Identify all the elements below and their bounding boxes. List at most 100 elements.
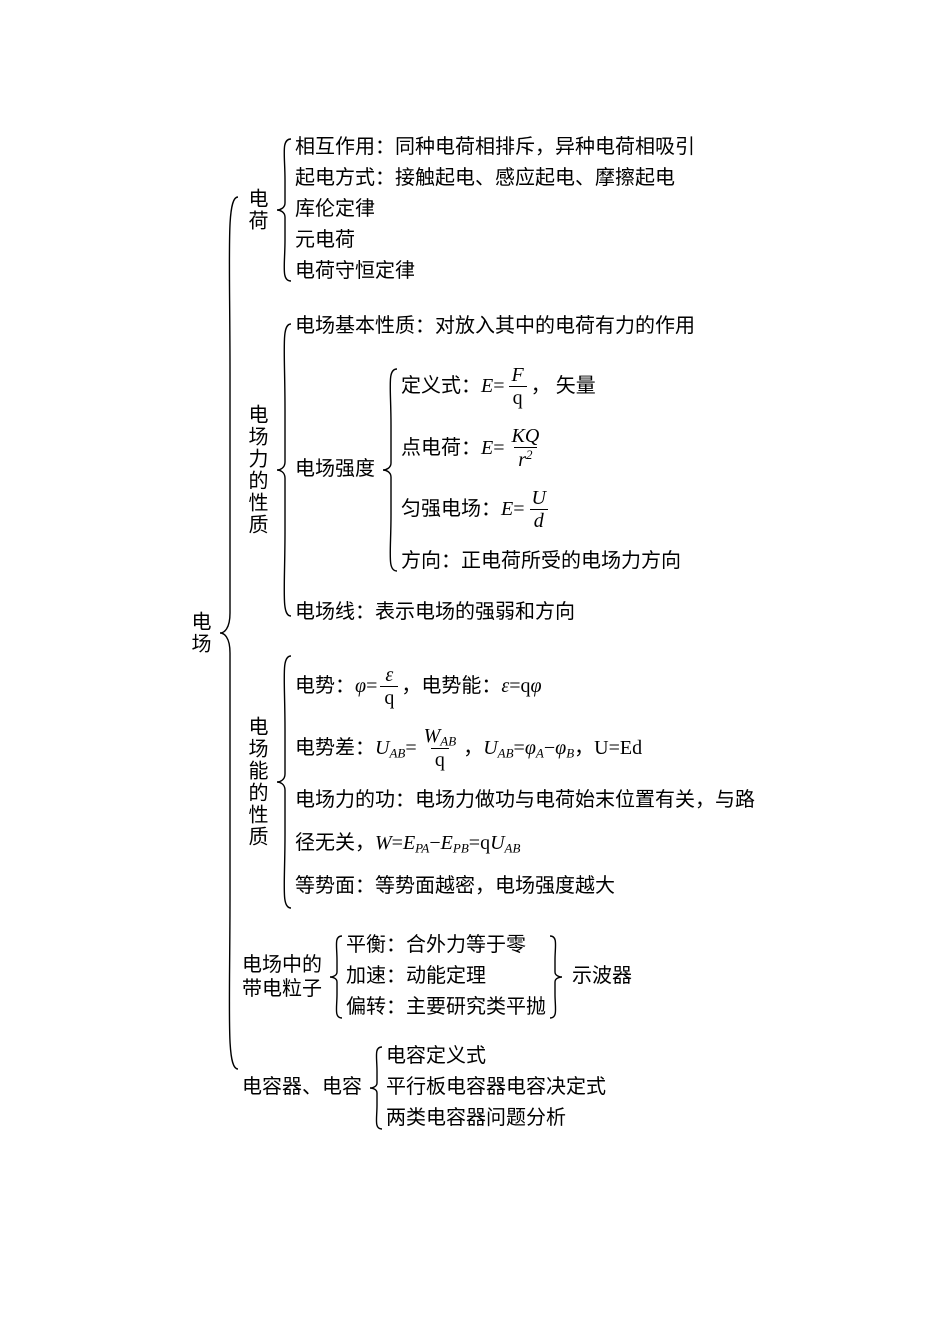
pd2-minus: − <box>544 735 555 762</box>
intensity-def-suffix: ， 矢量 <box>531 373 596 400</box>
pd2-phiA-sub: A <box>536 745 544 760</box>
charged-particle-rwrap: 平衡：合外力等于零 加速：动能定理 偏转：主要研究类平抛 示波器 <box>346 930 632 1023</box>
capacitor-children: 电容定义式 平行板电容器电容决定式 两类电容器问题分析 <box>386 1041 606 1134</box>
intensity-uniform-frac: U d <box>528 487 550 532</box>
charge-node: 电荷 相互作用：同种电荷相排斥，异种电荷相吸引 起电方式：接触起电、感应起电、摩… <box>242 132 755 287</box>
equipotential: 等势面：等势面越密，电场强度越大 <box>295 873 755 900</box>
cp-deflect: 偏转：主要研究类平抛 <box>346 994 546 1021</box>
potential-phi-eq: = <box>366 673 377 700</box>
pd-lhs-sub: AB <box>389 745 405 760</box>
intensity-def-num: F <box>508 364 528 386</box>
charged-particle-brace-icon <box>326 932 346 1022</box>
cp-accelerate: 加速：动能定理 <box>346 963 546 990</box>
field-lines: 电场线：表示电场的强弱和方向 <box>295 599 695 626</box>
capacitor-node: 电容器、电容 电容定义式 平行板电容器电容决定式 两类电容器问题分析 <box>242 1041 755 1134</box>
pd2-phiB-sym: φ <box>555 737 566 759</box>
intensity-point-den-exp: 2 <box>526 447 533 462</box>
intensity-uniform-den: d <box>530 509 548 532</box>
work-eq2: = <box>469 830 480 857</box>
work-EPB: EPB <box>441 830 469 857</box>
pd-num: WAB <box>420 725 461 749</box>
intensity-def-eq: = <box>493 373 504 400</box>
energy-nature-label: 电场能的性质 <box>242 716 269 848</box>
work-q: q <box>480 830 490 857</box>
work-EPB-E: E <box>441 832 453 854</box>
charge-label: 电荷 <box>242 188 269 232</box>
intensity-point-eq: = <box>493 435 504 462</box>
force-nature-children: 电场基本性质：对放入其中的电荷有力的作用 电场强度 定义式： E = <box>295 305 695 634</box>
intensity-uniform-prefix: 匀强电场： <box>401 496 501 523</box>
work-EPB-sub: PB <box>453 841 469 856</box>
charge-charging: 起电方式：接触起电、感应起电、摩擦起电 <box>295 165 695 192</box>
root-label: 电场 <box>185 611 212 655</box>
intensity-def-den: q <box>509 386 527 409</box>
pd-sep: ， <box>463 735 483 762</box>
intensity-uniform: 匀强电场： E = U d <box>401 487 681 532</box>
charged-particle-rbrace-icon <box>546 932 566 1022</box>
work-EPA-sub: PA <box>415 841 429 856</box>
intensity-definition: 定义式： E = F q ， 矢量 <box>401 364 681 409</box>
intensity-children: 定义式： E = F q ， 矢量 点电荷： <box>401 356 681 583</box>
pd2-lhs: UAB <box>483 735 513 762</box>
potential-phi: φ <box>355 673 366 700</box>
energy-nature-children: 电势： φ = ε q ，电势能： ε = qφ 电势差： <box>295 656 755 909</box>
pd-prefix: 电势差： <box>295 735 375 762</box>
capacitor-label: 电容器、电容 <box>242 1074 362 1101</box>
pd2-phiB-sub: B <box>566 745 574 760</box>
work-minus: − <box>429 830 440 857</box>
intensity-label: 电场强度 <box>295 456 375 483</box>
work-EPA-E: E <box>403 832 415 854</box>
pd-eq: = <box>405 735 416 762</box>
cap-def: 电容定义式 <box>386 1043 606 1070</box>
capacitor-brace-icon <box>366 1043 386 1133</box>
cap-parallel: 平行板电容器电容决定式 <box>386 1074 606 1101</box>
potential-prefix: 电势： <box>295 673 355 700</box>
intensity-uniform-eq: = <box>513 496 524 523</box>
intensity-def-frac: F q <box>508 364 528 409</box>
pd-lhs-u: U <box>375 737 389 759</box>
charge-children: 相互作用：同种电荷相排斥，异种电荷相吸引 起电方式：接触起电、感应起电、摩擦起电… <box>295 132 695 287</box>
pd-tail: ，U=Ed <box>574 735 642 762</box>
potential-phi-frac: ε q <box>380 664 398 709</box>
potential-phi-den: q <box>380 686 398 709</box>
pd-num-sub: AB <box>440 733 456 748</box>
intensity-point-frac: KQ r2 <box>508 425 544 471</box>
pd-row: 电势差： UAB = WAB q ， U <box>295 725 755 772</box>
root-node: 电场 电荷 相互作用：同种电荷相排斥，异种电荷相吸引 起电方式：接触起电、感应起… <box>185 130 945 1136</box>
energy-nature-node: 电场能的性质 电势： φ = ε q ，电势能： ε <box>242 652 755 912</box>
charge-interaction: 相互作用：同种电荷相排斥，异种电荷相吸引 <box>295 134 695 161</box>
work-EPA: EPA <box>403 830 429 857</box>
intensity-uniform-num: U <box>528 487 550 509</box>
work-line2-prefix: 径无关， <box>295 830 375 857</box>
potential-phi-num: ε <box>381 664 397 686</box>
charged-particle-label-l1: 电场中的 <box>242 953 322 977</box>
work-U-sub: AB <box>505 841 521 856</box>
force-nature-brace-icon <box>273 320 295 620</box>
intensity-def-prefix: 定义式： <box>401 373 481 400</box>
charged-particle-label-l2: 带电粒子 <box>242 977 322 1001</box>
intensity-point-den-base: r <box>518 449 526 471</box>
pd2-lhs-sub: AB <box>498 745 514 760</box>
intensity-def-lhs: E <box>481 373 493 400</box>
intensity-brace-icon <box>379 365 401 575</box>
intensity-point-num: KQ <box>508 425 544 447</box>
cap-analysis: 两类电容器问题分析 <box>386 1105 606 1132</box>
pe-rhs-q: q <box>521 673 531 700</box>
pe-eq: = <box>509 673 520 700</box>
page: 电场 电荷 相互作用：同种电荷相排斥，异种电荷相吸引 起电方式：接触起电、感应起… <box>0 0 945 1335</box>
work-line1: 电场力的功：电场力做功与电荷始末位置有关，与路 <box>295 787 755 814</box>
pd-frac: WAB q <box>420 725 461 772</box>
pd-num-w: W <box>424 725 441 747</box>
work-U-sym: U <box>490 832 504 854</box>
intensity-point-lhs: E <box>481 435 493 462</box>
intensity-point: 点电荷： E = KQ r2 <box>401 425 681 471</box>
pe-lhs: ε <box>501 673 509 700</box>
intensity-uniform-lhs: E <box>501 496 513 523</box>
work-U: UAB <box>490 830 520 857</box>
pe-prefix: ，电势能： <box>401 673 501 700</box>
root-brace-icon <box>216 193 242 1073</box>
charged-particle-node: 电场中的 带电粒子 平衡：合外力等于零 加速：动能定理 偏转：主要研究类平抛 示 <box>242 930 755 1023</box>
pd-lhs: UAB <box>375 735 405 762</box>
cp-balance: 平衡：合外力等于零 <box>346 932 546 959</box>
intensity-node: 电场强度 定义式： E = F q <box>295 356 695 583</box>
